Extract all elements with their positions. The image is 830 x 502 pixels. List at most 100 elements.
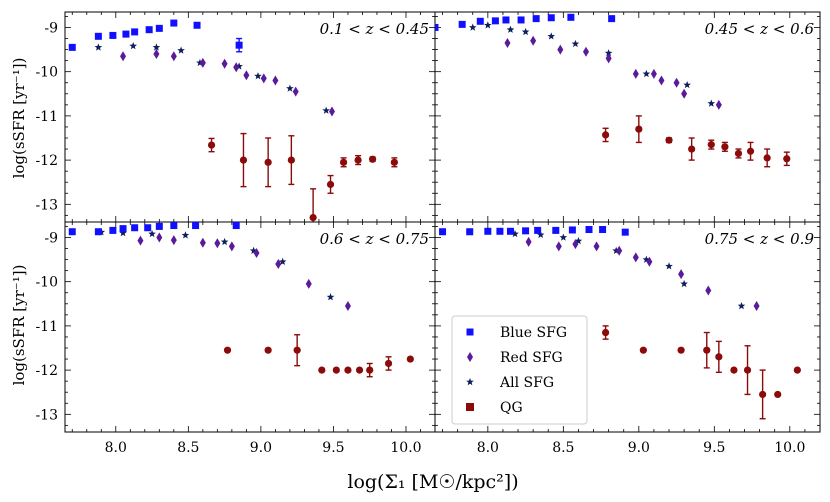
data-point-red — [228, 241, 235, 252]
series-qg — [207, 132, 398, 222]
legend-label: Blue SFG — [500, 325, 567, 341]
data-point-red — [646, 256, 653, 267]
data-point-blue — [491, 17, 499, 25]
data-point-qg — [366, 366, 374, 374]
data-point-red — [243, 70, 250, 81]
data-point-all — [737, 302, 746, 310]
data-point-red — [233, 62, 240, 73]
panel-title: 0.6 < z < 0.75 — [320, 230, 429, 248]
data-point-blue — [193, 21, 201, 29]
data-point-all — [574, 237, 583, 245]
data-point-qg — [264, 346, 272, 354]
legend-marker-all — [466, 378, 474, 386]
data-point-all — [249, 246, 258, 254]
data-point-qg — [783, 155, 791, 163]
data-point-red — [616, 245, 623, 256]
data-point-blue — [155, 24, 163, 32]
data-point-blue — [170, 19, 178, 27]
data-point-qg — [293, 346, 301, 354]
panel-data — [435, 13, 791, 168]
data-point-qg — [793, 366, 801, 374]
panel-title: 0.1 < z < 0.45 — [320, 20, 429, 38]
y-tick-label: -11 — [35, 109, 58, 125]
data-point-blue — [621, 228, 629, 236]
data-point-qg — [774, 390, 782, 399]
panel-frame — [434, 221, 821, 433]
panel-title: 0.75 < z < 0.9 — [705, 230, 815, 248]
y-tick-label: -12 — [35, 153, 58, 169]
data-point-blue — [506, 227, 514, 235]
legend-marker-qg — [466, 403, 474, 411]
data-point-blue — [109, 31, 117, 39]
data-point-blue — [232, 222, 240, 230]
legend-entry-all: All SFG — [466, 375, 554, 391]
series-qg — [602, 325, 801, 420]
data-point-red — [221, 58, 228, 69]
series-all — [468, 21, 716, 107]
x-tick-label: 8.5 — [177, 440, 199, 456]
data-point-blue — [534, 226, 542, 234]
y-tick-label: -10 — [35, 275, 58, 291]
data-point-red — [153, 49, 160, 59]
data-point-all — [468, 23, 477, 31]
data-point-red — [650, 68, 657, 79]
data-point-blue — [608, 15, 616, 23]
data-point-blue — [484, 227, 492, 235]
data-point-blue — [466, 228, 474, 236]
y-axis-label-top: log(sSFR [yr⁻¹]) — [10, 58, 28, 179]
data-point-all — [604, 49, 613, 57]
data-point-red — [555, 241, 562, 252]
data-point-all — [506, 25, 515, 33]
x-tick-label: 8.5 — [552, 440, 574, 456]
data-point-all — [196, 58, 204, 67]
data-point-blue — [458, 20, 466, 28]
data-point-qg — [406, 355, 414, 363]
data-point-all — [152, 43, 161, 51]
data-point-blue — [496, 227, 504, 235]
data-point-red — [593, 241, 600, 252]
data-point-red — [170, 235, 177, 246]
data-point-red — [681, 88, 688, 99]
data-point-red — [632, 252, 639, 263]
series-red — [137, 232, 351, 311]
axis-labels-layer: log(sSFR [yr⁻¹]) log(sSFR [yr⁻¹]) log(Σ₁… — [10, 58, 519, 493]
data-point-all — [94, 43, 103, 51]
data-point-blue — [599, 226, 607, 234]
data-point-blue — [476, 17, 484, 25]
data-point-blue — [131, 28, 139, 36]
data-point-red — [214, 238, 221, 249]
series-red — [120, 49, 335, 117]
data-point-blue — [109, 226, 117, 234]
series-all — [94, 42, 330, 114]
y-tick-label: -9 — [44, 20, 58, 36]
data-point-red — [678, 269, 685, 280]
panel-data — [68, 19, 398, 222]
data-point-red — [673, 77, 680, 88]
data-point-red — [260, 73, 267, 84]
x-tick-label: 9.5 — [703, 440, 725, 456]
data-point-red — [199, 57, 206, 68]
data-point-red — [605, 53, 612, 64]
legend-marker-red — [467, 352, 473, 362]
data-point-qg — [326, 180, 335, 189]
data-point-blue — [552, 226, 560, 234]
data-point-blue — [585, 226, 593, 234]
series-all — [465, 228, 746, 310]
panel-data — [68, 222, 414, 378]
data-point-red — [328, 106, 335, 117]
data-point-red — [504, 37, 511, 48]
data-point-qg — [390, 158, 398, 166]
legend-entry-blue: Blue SFG — [466, 325, 567, 341]
data-point-all — [220, 237, 229, 246]
x-tick-label: 8.0 — [105, 440, 127, 456]
data-point-all — [148, 229, 156, 238]
data-point-blue — [144, 224, 152, 232]
legend-label: Red SFG — [500, 350, 563, 366]
data-point-blue — [435, 23, 439, 31]
data-point-blue — [155, 222, 163, 230]
data-point-blue — [68, 43, 76, 51]
data-point-blue — [568, 226, 576, 234]
data-point-all — [286, 84, 294, 92]
x-tick-label: 9.5 — [322, 440, 344, 456]
